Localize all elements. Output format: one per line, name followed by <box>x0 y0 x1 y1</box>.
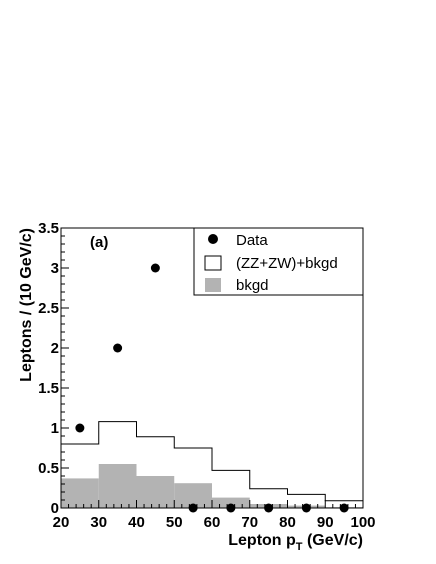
x-tick-label: 80 <box>279 514 296 531</box>
data-point <box>339 503 349 513</box>
legend-marker-bkgd <box>205 278 221 292</box>
x-tick-label: 70 <box>241 514 258 531</box>
legend-label-data: Data <box>236 232 268 249</box>
legend-label-bkgd: bkgd <box>236 277 269 294</box>
x-tick-label: 100 <box>350 514 375 531</box>
y-tick-label: 0 <box>51 500 59 517</box>
legend: Data (ZZ+ZW)+bkgd bkgd <box>193 227 364 296</box>
bkgd-bar <box>98 464 137 508</box>
y-tick-label: 3 <box>51 260 59 277</box>
x-tick-labels: 20 30 40 50 60 70 80 90 100 <box>53 514 376 531</box>
data-point <box>113 343 123 353</box>
y-tick-label: 1 <box>51 420 59 437</box>
x-tick-label: 40 <box>128 514 145 531</box>
x-tick-label: 50 <box>166 514 183 531</box>
x-tick-label: 60 <box>204 514 221 531</box>
data-point <box>188 503 198 513</box>
bkgd-bar <box>136 476 175 508</box>
y-tick-label: 2 <box>51 340 59 357</box>
legend-label-signal: (ZZ+ZW)+bkgd <box>236 255 338 272</box>
bkgd-bar <box>61 478 99 508</box>
panel-label: (a) <box>90 234 108 251</box>
y-tick-label: 1.5 <box>38 380 59 397</box>
x-tick-label: 90 <box>317 514 334 531</box>
x-tick-label: 30 <box>90 514 107 531</box>
x-axis-title-subscript: T <box>296 541 303 553</box>
bkgd-bar <box>212 497 250 508</box>
y-tick-label: 2.5 <box>38 300 59 317</box>
x-axis-title-main: Lepton p <box>228 532 296 549</box>
y-axis-title: Leptons / (10 GeV/c) <box>18 228 35 382</box>
x-axis-title-units: (GeV/c) <box>303 532 363 549</box>
legend-marker-data <box>208 234 218 244</box>
data-point <box>264 503 274 513</box>
data-point <box>301 503 311 513</box>
x-tick-label: 20 <box>53 514 70 531</box>
legend-marker-signal <box>204 255 222 271</box>
y-tick-label: 0.5 <box>38 460 59 477</box>
data-points <box>75 263 349 513</box>
data-point <box>226 503 236 513</box>
legend-box <box>193 227 364 296</box>
x-axis-title: Lepton pT (GeV/c) <box>228 532 363 553</box>
data-point <box>75 423 85 433</box>
zz-zw-bkgd-step-line <box>61 421 363 502</box>
y-tick-label: 3.5 <box>38 220 59 237</box>
data-point <box>150 263 160 273</box>
y-tick-labels: 0 0.5 1 1.5 2 2.5 3 3.5 <box>38 220 59 517</box>
